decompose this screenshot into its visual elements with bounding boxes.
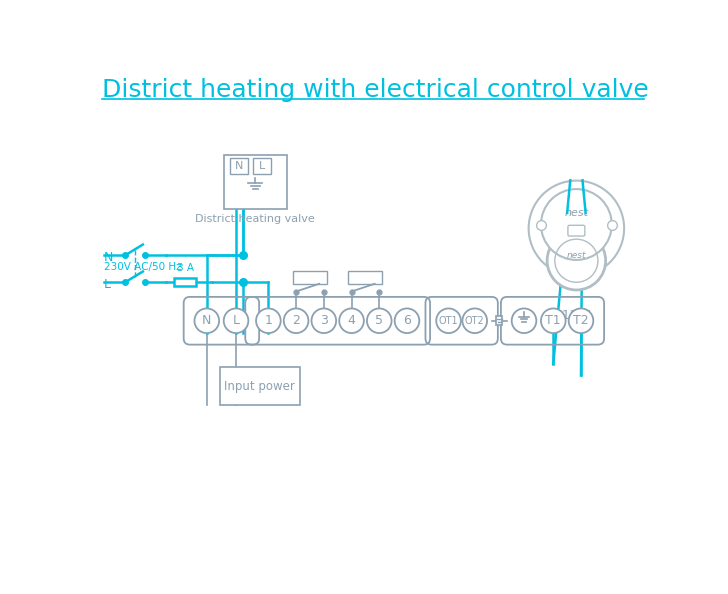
Text: 3 A: 3 A <box>177 263 194 273</box>
Circle shape <box>462 308 487 333</box>
Text: 1: 1 <box>264 314 272 327</box>
Circle shape <box>312 308 336 333</box>
Bar <box>293 271 327 284</box>
Circle shape <box>256 308 281 333</box>
Text: 4: 4 <box>347 314 355 327</box>
Text: N: N <box>202 314 211 327</box>
Text: nest: nest <box>564 208 588 218</box>
Circle shape <box>547 232 606 290</box>
Text: Input power: Input power <box>224 380 296 393</box>
Circle shape <box>223 308 248 333</box>
Text: T1: T1 <box>545 314 561 327</box>
Text: T2: T2 <box>573 314 589 327</box>
Circle shape <box>569 308 593 333</box>
Circle shape <box>194 308 219 333</box>
Text: 5: 5 <box>375 314 383 327</box>
Bar <box>496 316 502 326</box>
Circle shape <box>339 308 364 333</box>
Circle shape <box>529 181 624 276</box>
Circle shape <box>541 189 612 260</box>
Circle shape <box>436 308 461 333</box>
Text: 3: 3 <box>320 314 328 327</box>
Circle shape <box>284 308 309 333</box>
Text: L: L <box>103 277 111 290</box>
Text: District heating with electrical control valve: District heating with electrical control… <box>102 78 649 102</box>
Bar <box>223 155 287 209</box>
Bar <box>230 158 248 173</box>
Text: L: L <box>232 314 240 327</box>
Text: OT1: OT1 <box>439 316 459 326</box>
Bar <box>220 367 300 406</box>
Bar <box>349 271 382 284</box>
Text: District heating valve: District heating valve <box>195 214 315 224</box>
Circle shape <box>395 308 419 333</box>
Text: N: N <box>235 161 243 171</box>
Circle shape <box>367 308 392 333</box>
Circle shape <box>512 308 537 333</box>
Text: OT2: OT2 <box>465 316 485 326</box>
Circle shape <box>541 308 566 333</box>
Text: N: N <box>103 251 113 264</box>
Text: L: L <box>259 161 265 171</box>
Text: 12 V: 12 V <box>562 309 590 322</box>
FancyBboxPatch shape <box>568 225 585 236</box>
Text: 2: 2 <box>292 314 300 327</box>
Bar <box>253 158 272 173</box>
Text: 6: 6 <box>403 314 411 327</box>
Bar <box>175 279 196 286</box>
Text: 230V AC/50 Hz: 230V AC/50 Hz <box>103 262 181 272</box>
Text: nest: nest <box>566 251 586 260</box>
